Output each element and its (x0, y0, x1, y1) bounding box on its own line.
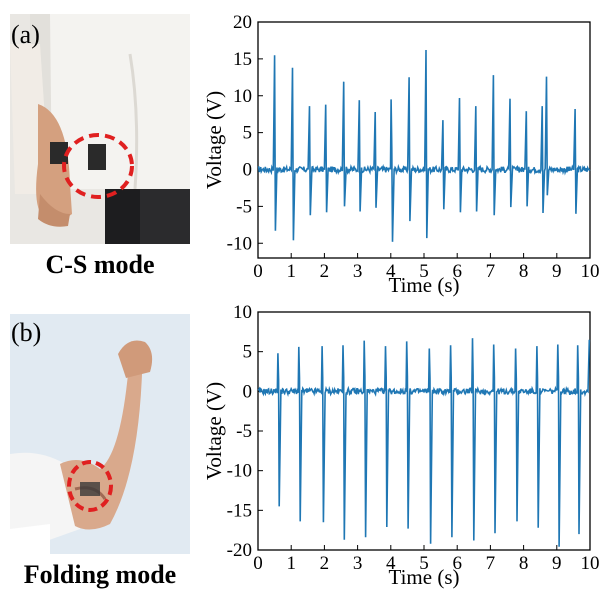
chart-a-y-tick-label: 10 (233, 86, 252, 107)
chart-a-x-tick-label: 1 (286, 261, 296, 282)
chart-b-x-tick-label: 7 (486, 553, 496, 574)
chart-a-x-axis-label: Time (s) (389, 273, 460, 297)
chart-b-y-tick-label: 0 (243, 381, 253, 402)
chart-b-y-tick-label: 10 (233, 302, 252, 323)
chart-a-x-tick-label: 9 (552, 261, 562, 282)
chart-a-y-tick-label: -10 (227, 233, 252, 254)
chart-b-x-tick-label: 8 (519, 553, 529, 574)
chart-b-plot-frame (258, 312, 590, 550)
chart-a-voltage-series (258, 50, 590, 242)
chart-a-y-tick-label: -5 (236, 196, 252, 217)
chart-b-y-axis-label: Voltage (V) (202, 382, 226, 480)
chart-b-y-tick-label: -15 (227, 500, 252, 521)
chart-a-x-tick-label: 10 (581, 261, 600, 282)
chart-b-x-tick-label: 1 (286, 553, 296, 574)
chart-a-x-tick-label: 2 (320, 261, 330, 282)
chart-a-x-tick-label: 8 (519, 261, 529, 282)
chart-b-x-tick-label: 0 (253, 553, 263, 574)
chart-a-x-tick-label: 0 (253, 261, 263, 282)
chart-a-plot-frame (258, 22, 590, 258)
chart-b-y-tick-label: -20 (227, 540, 252, 561)
chart-b-x-axis-label: Time (s) (389, 565, 460, 589)
chart-b-x-tick-label: 10 (581, 553, 600, 574)
chart-a-y-axis-label: Voltage (V) (202, 91, 226, 189)
chart-a-x-tick-label: 3 (353, 261, 363, 282)
chart-a-y-tick-label: 15 (233, 49, 252, 70)
chart-a-x-tick-label: 7 (486, 261, 496, 282)
chart-b-y-tick-label: -10 (227, 461, 252, 482)
chart-a-y-tick-label: 20 (233, 12, 252, 33)
chart-b-voltage-series (258, 338, 589, 547)
chart-a-y-tick-label: 5 (243, 123, 253, 144)
chart-b-x-tick-label: 9 (552, 553, 562, 574)
chart-b-y-tick-label: -5 (236, 421, 252, 442)
chart-a-y-tick-label: 0 (243, 160, 253, 181)
chart-b-x-tick-label: 2 (320, 553, 330, 574)
chart-b-x-tick-label: 3 (353, 553, 363, 574)
chart-b-y-tick-label: 5 (243, 342, 253, 363)
